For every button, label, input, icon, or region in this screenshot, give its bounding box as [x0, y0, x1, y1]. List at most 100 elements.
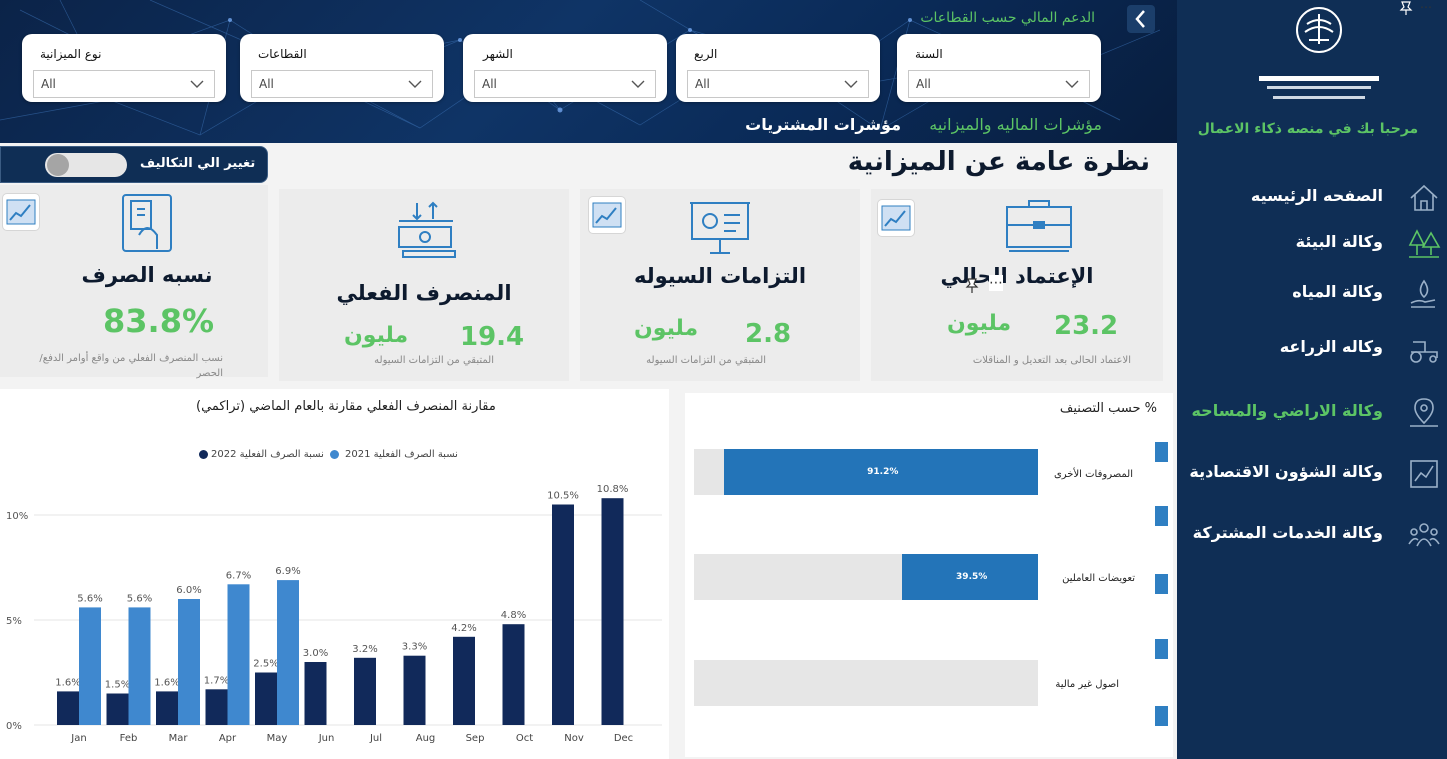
chevron-down-icon [631, 80, 645, 88]
bar-label-2021: 1.6% [154, 677, 179, 688]
sidebar [1177, 0, 1447, 759]
quarter-dropdown[interactable]: All [687, 70, 869, 98]
x-tick-label: May [267, 733, 288, 744]
kpi-title: المنصرف الفعلي [336, 281, 512, 305]
bar-label-2021: 10.8% [597, 484, 629, 495]
kpi-value: 83.8% [103, 302, 215, 340]
sidebar-item-label: وكالة المياه [1292, 282, 1383, 301]
bar-2021 [255, 672, 277, 725]
x-tick-label: Jun [318, 733, 335, 744]
bar-label-2022: 5.6% [127, 593, 152, 604]
pin-icon[interactable] [1396, 0, 1416, 16]
sidebar-item-water[interactable]: وكالة المياه [1177, 273, 1447, 317]
chevron-down-icon [408, 80, 422, 88]
filter-label: الشهر [483, 47, 513, 61]
kpi-unit: مليون [634, 316, 699, 341]
dropdown-value: All [259, 77, 274, 91]
kpi-value: 2.8 [745, 319, 792, 349]
chevron-down-icon [844, 80, 858, 88]
filter-label: الربع [694, 47, 718, 61]
chart-thumbnail-icon[interactable] [588, 196, 626, 234]
classification-category-label: تعويضات العاملين [1062, 573, 1135, 584]
x-tick-label: Mar [169, 733, 189, 744]
sidebar-item-label: الصفحه الرئيسيه [1250, 186, 1383, 205]
year-filter[interactable]: السنة All [897, 34, 1101, 102]
bar-label-2021: 4.8% [501, 610, 526, 621]
quarter-filter[interactable]: الربع All [676, 34, 880, 102]
ministry-logo [1259, 7, 1379, 99]
economic-chart-icon [1410, 460, 1438, 488]
presentation-board-icon [690, 202, 750, 254]
trees-icon [1408, 229, 1441, 258]
bar-2021 [502, 624, 525, 725]
bar-label-2022: 6.0% [176, 585, 201, 596]
sidebar-item-label: وكالة الاراضي والمساحه [1191, 401, 1383, 420]
classification-bar-non-financial-assets[interactable] [694, 660, 1038, 706]
month-dropdown[interactable]: All [474, 70, 656, 98]
bar-label-2021: 2.5% [253, 659, 278, 670]
bar-label-2021: 10.5% [547, 491, 579, 502]
bar-label-2021: 3.3% [402, 642, 427, 653]
chevron-down-icon [1065, 80, 1079, 88]
monthly-comparison-chart-panel: مقارنة المنصرف الفعلي مقارنة بالعام الما… [0, 389, 669, 759]
bar-2022 [178, 599, 200, 725]
cost-toggle-switch[interactable] [45, 153, 127, 177]
scroll-marker[interactable] [1155, 706, 1168, 726]
classification-title: حسب التصنيف % [1059, 401, 1157, 416]
sectors-filter[interactable]: القطاعات All [240, 34, 444, 102]
chart-thumbnail-icon[interactable] [2, 193, 40, 231]
bar-label-2021: 4.2% [451, 623, 476, 634]
pin-icon[interactable] [963, 277, 981, 295]
bar-2021 [354, 657, 376, 725]
kpi-note: نسب المنصرف الفعلي من واقع أوامر الدفع/ا… [39, 353, 223, 379]
sidebar-item-economic[interactable]: وكالة الشؤون الاقتصادية [1177, 453, 1447, 497]
cost-toggle-panel: تغيير الي التكاليف [0, 146, 268, 183]
budget-type-dropdown[interactable]: All [33, 70, 215, 98]
scroll-marker[interactable] [1155, 442, 1168, 462]
bar-label-2022: 6.9% [275, 566, 300, 577]
home-icon [1410, 184, 1438, 211]
bar-2021 [403, 655, 426, 725]
sidebar-item-shared-services[interactable]: وكالة الخدمات المشتركة [1177, 514, 1447, 558]
bar-label-2022: 6.7% [226, 570, 251, 581]
scroll-marker[interactable] [1155, 639, 1168, 659]
bar-2022 [79, 607, 101, 725]
more-options-icon[interactable]: ⋯ [989, 275, 1003, 291]
classification-bar-fill[interactable] [902, 554, 1038, 600]
more-options-icon[interactable]: ⋯ [1420, 0, 1433, 14]
kpi-note: المتبقي من التزامات السيوله [646, 355, 766, 366]
team-icon [1408, 523, 1440, 547]
bar-label-2021: 3.2% [352, 644, 377, 655]
subsidy-by-sector-link[interactable]: الدعم المالي حسب القطاعات [920, 10, 1095, 26]
kpi-title: نسبه الصرف [81, 263, 213, 287]
card-payment-icon [122, 194, 172, 252]
water-hand-icon [1410, 279, 1436, 308]
toggle-knob[interactable] [47, 154, 69, 176]
bar-2021 [205, 689, 228, 725]
sidebar-item-environment[interactable]: وكالة البيئة [1177, 223, 1447, 267]
bar-2021 [106, 693, 129, 725]
sidebar-item-home[interactable]: الصفحه الرئيسيه [1177, 177, 1447, 221]
classification-bar-value: 39.5% [956, 572, 988, 582]
bar-chart: 0% 5% 10% 1.6% 5.6% Jan 1.5% 5.6% Feb 1.6% 6.0% Mar… [6, 484, 662, 744]
classification-bar-fill[interactable] [724, 449, 1038, 495]
tab-procurement[interactable]: مؤشرات المشتريات [745, 115, 901, 134]
bar-2022 [277, 580, 299, 725]
x-tick-label: Nov [564, 733, 584, 744]
tab-finance-budget[interactable]: مؤشرات الماليه والميزانيه [929, 115, 1102, 134]
month-filter[interactable]: الشهر All [463, 34, 667, 102]
bar-2022 [227, 584, 250, 725]
scroll-marker[interactable] [1155, 506, 1168, 526]
year-dropdown[interactable]: All [908, 70, 1090, 98]
y-tick-label: 10% [6, 511, 28, 522]
sectors-dropdown[interactable]: All [251, 70, 433, 98]
welcome-text: مرحبا بك في منصه ذكاء الاعمال [1197, 121, 1419, 137]
scroll-marker[interactable] [1155, 574, 1168, 594]
chart-thumbnail-icon[interactable] [877, 199, 915, 237]
sidebar-item-agriculture[interactable]: وكاله الزراعه [1177, 328, 1447, 372]
sidebar-item-land-survey[interactable]: وكالة الاراضي والمساحه [1177, 392, 1447, 436]
budget-type-filter[interactable]: نوع الميزانية All [22, 34, 226, 102]
classification-category-label: اصول غير مالية [1055, 679, 1119, 690]
classification-category-label: المصروفات الأخرى [1053, 469, 1133, 480]
chevron-left-icon[interactable] [1127, 5, 1155, 33]
